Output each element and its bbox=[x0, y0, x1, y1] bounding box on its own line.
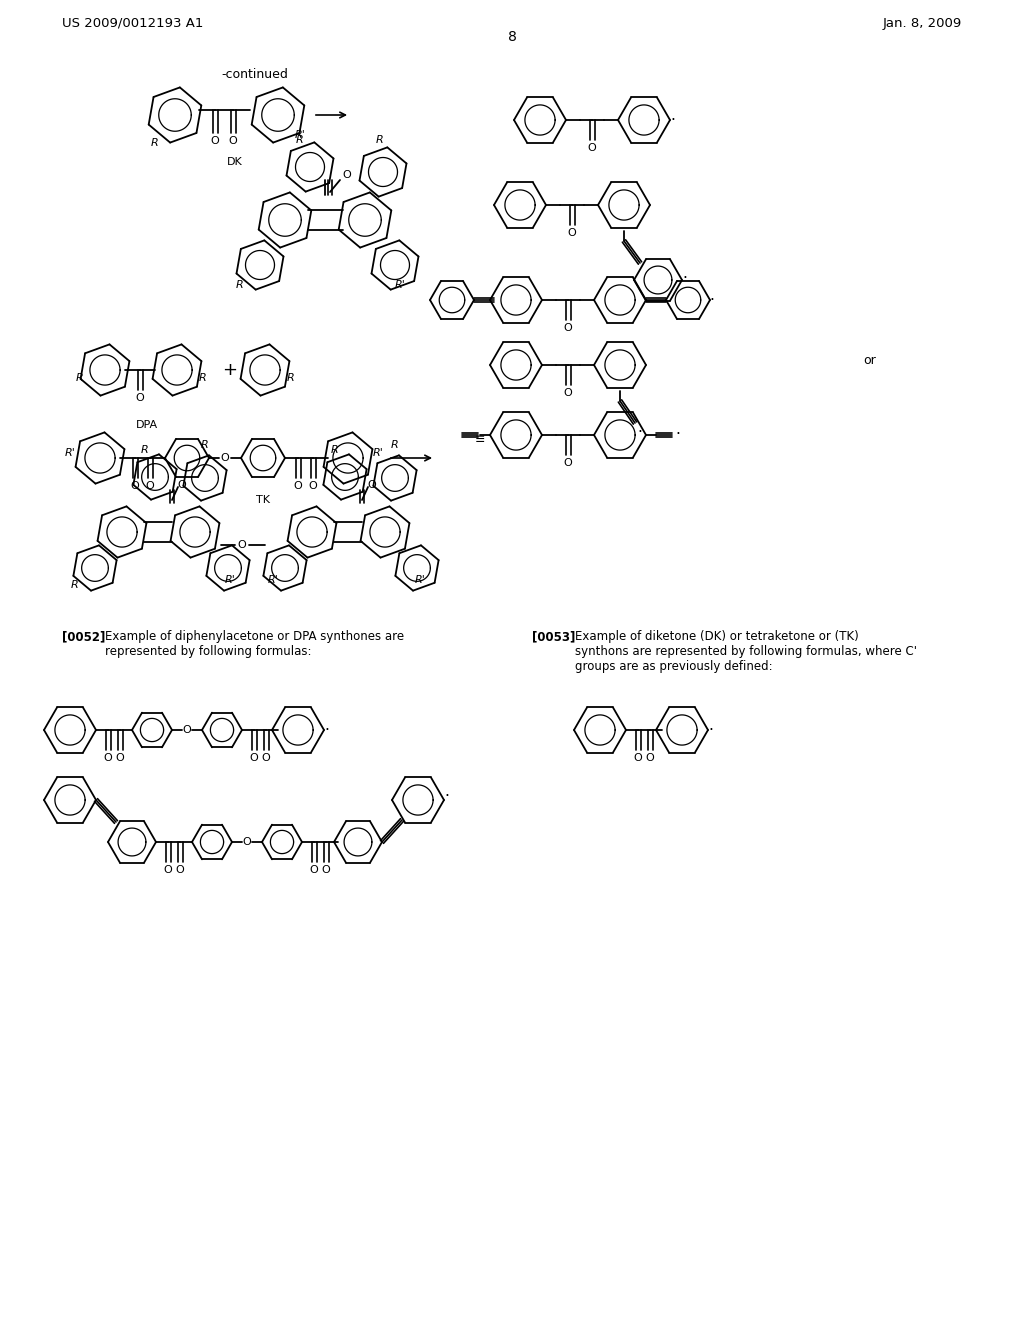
Text: O: O bbox=[309, 865, 318, 875]
Text: O: O bbox=[588, 143, 596, 153]
Text: R: R bbox=[237, 280, 244, 290]
Text: US 2009/0012193 A1: US 2009/0012193 A1 bbox=[62, 16, 204, 29]
Text: Example of diphenylacetone or DPA synthones are
represented by following formula: Example of diphenylacetone or DPA syntho… bbox=[105, 630, 404, 657]
Text: O: O bbox=[135, 393, 144, 403]
Text: R': R' bbox=[415, 576, 425, 585]
Text: R: R bbox=[331, 445, 339, 455]
Text: .: . bbox=[710, 288, 715, 302]
Text: .: . bbox=[638, 421, 642, 436]
Text: O: O bbox=[634, 752, 642, 763]
Text: [0053]: [0053] bbox=[532, 630, 575, 643]
Text: O: O bbox=[228, 136, 238, 147]
Text: R: R bbox=[199, 374, 207, 383]
Text: R': R' bbox=[373, 447, 383, 458]
Text: 8: 8 bbox=[508, 30, 516, 44]
Text: R': R' bbox=[224, 576, 236, 585]
Text: O: O bbox=[567, 228, 577, 238]
Text: ≡: ≡ bbox=[475, 433, 485, 446]
Text: O: O bbox=[261, 752, 270, 763]
Text: .: . bbox=[676, 422, 680, 437]
Text: R: R bbox=[287, 374, 295, 383]
Text: O: O bbox=[368, 480, 377, 490]
Text: R': R' bbox=[295, 129, 305, 140]
Text: O: O bbox=[177, 480, 186, 490]
Text: O: O bbox=[220, 453, 229, 463]
Text: O: O bbox=[176, 865, 184, 875]
Text: O: O bbox=[343, 170, 351, 180]
Text: O: O bbox=[563, 388, 572, 399]
Text: O: O bbox=[164, 865, 172, 875]
Text: DK: DK bbox=[227, 157, 243, 168]
Text: R: R bbox=[391, 440, 399, 450]
Text: R: R bbox=[201, 440, 209, 450]
Text: DPA: DPA bbox=[136, 420, 158, 430]
Text: O: O bbox=[182, 725, 191, 735]
Text: R: R bbox=[141, 445, 148, 455]
Text: R': R' bbox=[267, 576, 279, 585]
Text: R: R bbox=[152, 139, 159, 148]
Text: O: O bbox=[116, 752, 124, 763]
Text: O: O bbox=[145, 480, 155, 491]
Text: R': R' bbox=[65, 447, 76, 458]
Text: +: + bbox=[222, 360, 238, 379]
Text: R': R' bbox=[394, 280, 406, 290]
Text: .: . bbox=[444, 784, 450, 800]
Text: or: or bbox=[863, 354, 877, 367]
Text: O: O bbox=[103, 752, 113, 763]
Text: O: O bbox=[563, 323, 572, 333]
Text: R: R bbox=[71, 579, 79, 590]
Text: -continued: -continued bbox=[221, 69, 289, 82]
Text: Jan. 8, 2009: Jan. 8, 2009 bbox=[883, 16, 962, 29]
Text: TK: TK bbox=[256, 495, 270, 506]
Text: O: O bbox=[238, 540, 247, 550]
Text: .: . bbox=[683, 265, 687, 281]
Text: O: O bbox=[563, 458, 572, 469]
Text: O: O bbox=[131, 480, 139, 491]
Text: O: O bbox=[645, 752, 654, 763]
Text: [0052]: [0052] bbox=[62, 630, 105, 643]
Text: Example of diketone (DK) or tetraketone or (TK)
synthons are represented by foll: Example of diketone (DK) or tetraketone … bbox=[575, 630, 918, 673]
Text: O: O bbox=[243, 837, 251, 847]
Text: .: . bbox=[671, 107, 676, 123]
Text: .: . bbox=[325, 718, 330, 733]
Text: O: O bbox=[322, 865, 331, 875]
Text: R: R bbox=[296, 135, 304, 145]
Text: O: O bbox=[294, 480, 302, 491]
Text: O: O bbox=[211, 136, 219, 147]
Text: O: O bbox=[250, 752, 258, 763]
Text: O: O bbox=[308, 480, 317, 491]
Text: .: . bbox=[709, 718, 714, 733]
Text: R: R bbox=[76, 374, 84, 383]
Text: R: R bbox=[376, 135, 384, 145]
